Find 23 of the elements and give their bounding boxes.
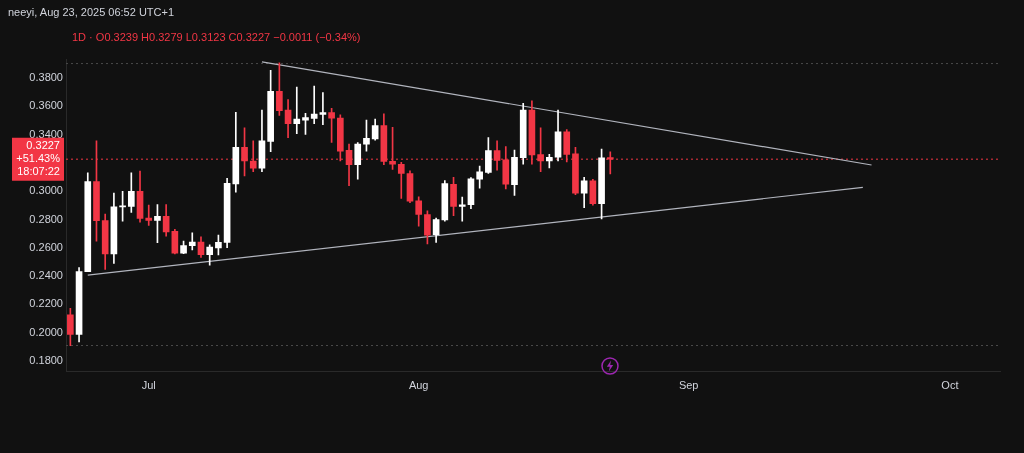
candlestick	[188, 232, 196, 251]
text: neeyi, Aug 23, 2025 06:52 UTC+1	[8, 6, 175, 18]
candlestick	[310, 85, 318, 125]
candlestick	[145, 204, 153, 226]
x-tick-label: Jul	[141, 379, 156, 392]
x-tick-label: Sep	[678, 379, 699, 392]
y-tick-label: 0.2600	[29, 240, 63, 253]
ref-line-label: 0.3227 +51.43% 18:07:22	[16, 139, 61, 178]
chart-subtitle: 1D · O0.3239 H0.3279 L0.3123 C0.3227 −0.0011 (−0.34%)	[72, 31, 361, 43]
candlestick	[319, 92, 327, 125]
x-tick-label: Oct	[941, 379, 959, 392]
y-tick-label: 0.2200	[29, 297, 63, 310]
y-tick-label: 0.3400	[29, 127, 63, 140]
candlestick	[293, 86, 301, 135]
y-tick-label: 0.2400	[29, 269, 63, 282]
y-tick-label: 0.1800	[29, 354, 63, 367]
y-tick-label: 0.3000	[29, 184, 63, 197]
y-tick-label: 0.3600	[29, 99, 63, 112]
y-tick-label: 0.2000	[29, 325, 63, 338]
y-tick-label: 0.3800	[29, 71, 63, 84]
x-tick-label: Aug	[408, 379, 429, 392]
y-tick-label: 0.2800	[29, 212, 63, 225]
candlestick	[458, 196, 466, 222]
